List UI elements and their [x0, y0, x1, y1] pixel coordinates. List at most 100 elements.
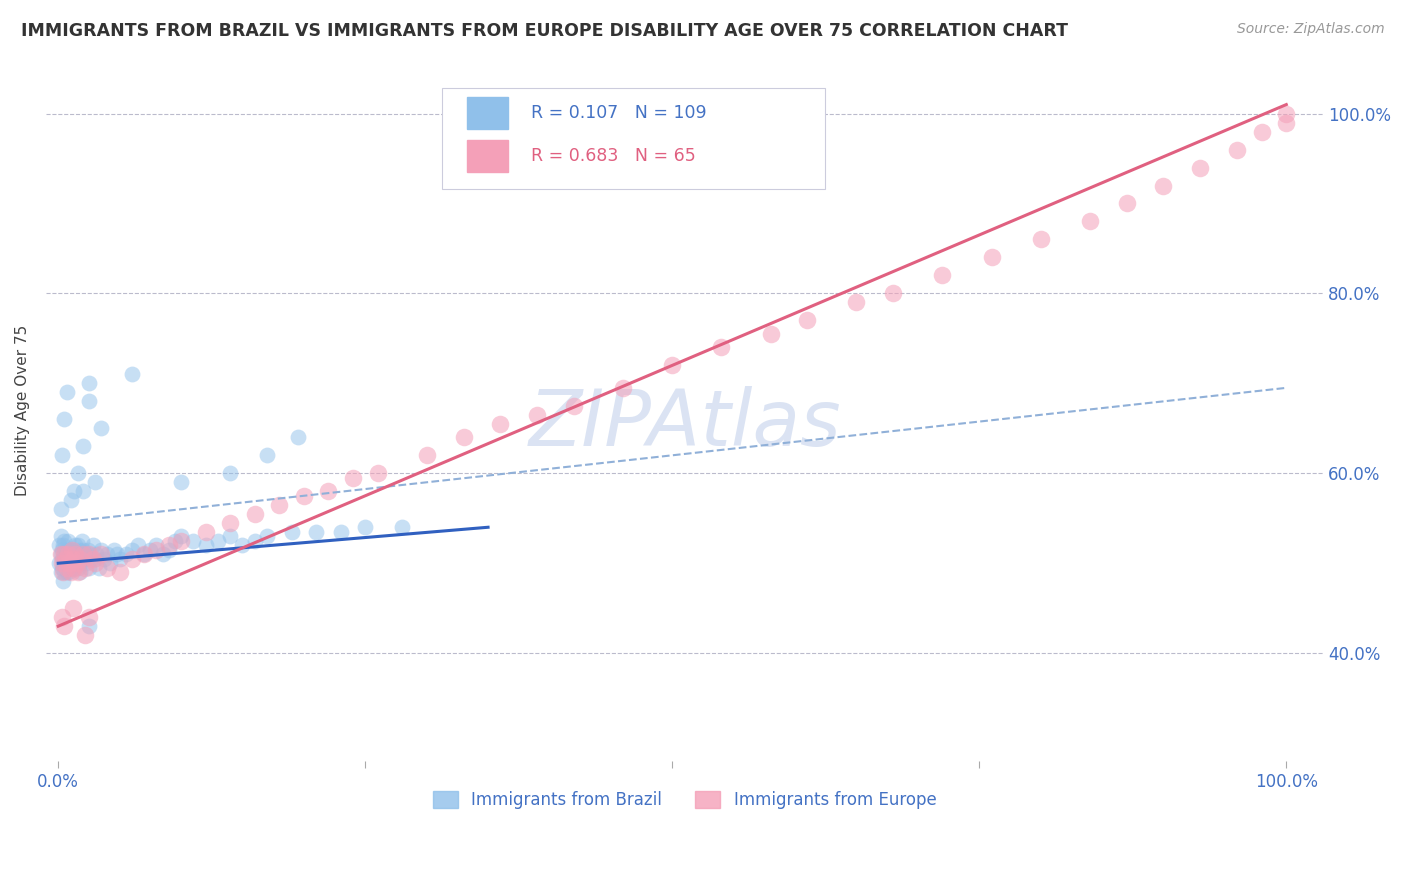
Point	[49, 566, 72, 580]
Point	[67, 551, 90, 566]
Text: ZIPAtlas: ZIPAtlas	[529, 386, 841, 462]
Point	[526, 408, 548, 422]
Point	[139, 542, 162, 557]
Point	[63, 484, 86, 499]
Legend: Immigrants from Brazil, Immigrants from Europe: Immigrants from Brazil, Immigrants from …	[426, 784, 943, 816]
Point	[59, 551, 82, 566]
Point	[114, 547, 136, 561]
Point	[980, 251, 1002, 265]
Point	[354, 520, 377, 534]
Point	[76, 556, 98, 570]
Point	[90, 542, 112, 557]
Point	[931, 268, 953, 283]
Point	[66, 538, 89, 552]
Point	[66, 556, 89, 570]
Point	[796, 313, 818, 327]
Point	[183, 533, 205, 548]
Point	[59, 560, 82, 574]
Point	[56, 547, 79, 561]
Point	[77, 376, 100, 391]
FancyBboxPatch shape	[467, 97, 509, 129]
Point	[66, 556, 89, 570]
Point	[51, 610, 73, 624]
Point	[280, 524, 302, 539]
Point	[121, 542, 143, 557]
Text: R = 0.107   N = 109: R = 0.107 N = 109	[531, 104, 707, 122]
Point	[65, 551, 87, 566]
Point	[58, 566, 80, 580]
Point	[52, 574, 75, 589]
Point	[56, 385, 79, 400]
Point	[163, 533, 186, 548]
Point	[52, 538, 75, 552]
Point	[121, 551, 143, 566]
Point	[63, 560, 86, 574]
Point	[194, 538, 217, 552]
Point	[453, 430, 475, 444]
Point	[66, 467, 89, 481]
Point	[53, 547, 76, 561]
Point	[108, 551, 131, 566]
Point	[121, 368, 143, 382]
Point	[152, 547, 174, 561]
Point	[90, 547, 112, 561]
Point	[145, 542, 167, 557]
FancyBboxPatch shape	[441, 87, 825, 189]
Point	[170, 529, 193, 543]
FancyBboxPatch shape	[467, 140, 509, 171]
Point	[70, 547, 93, 561]
Point	[72, 547, 94, 561]
Point	[108, 566, 131, 580]
Point	[72, 551, 94, 566]
Point	[53, 412, 76, 426]
Point	[60, 556, 83, 570]
Point	[287, 430, 309, 444]
Point	[243, 533, 266, 548]
Point	[59, 542, 82, 557]
Point	[367, 467, 389, 481]
Point	[56, 533, 79, 548]
Point	[55, 560, 77, 574]
Point	[55, 551, 77, 566]
Point	[69, 556, 91, 570]
Point	[243, 507, 266, 521]
Point	[80, 551, 103, 566]
Point	[157, 542, 180, 557]
Text: R = 0.683   N = 65: R = 0.683 N = 65	[531, 147, 696, 165]
Point	[194, 524, 217, 539]
Point	[69, 566, 91, 580]
Point	[49, 502, 72, 516]
Point	[77, 560, 100, 574]
Point	[69, 551, 91, 566]
Point	[305, 524, 328, 539]
Point	[391, 520, 413, 534]
Point	[53, 566, 76, 580]
Point	[48, 556, 70, 570]
Point	[207, 533, 229, 548]
Point	[49, 547, 72, 561]
Point	[58, 547, 80, 561]
Point	[51, 448, 73, 462]
Point	[292, 489, 315, 503]
Point	[170, 533, 193, 548]
Point	[96, 547, 118, 561]
Point	[157, 538, 180, 552]
Point	[72, 542, 94, 557]
Point	[56, 542, 79, 557]
Point	[759, 326, 782, 341]
Point	[134, 547, 156, 561]
Point	[103, 542, 125, 557]
Point	[127, 538, 149, 552]
Point	[1078, 214, 1101, 228]
Point	[96, 560, 118, 574]
Point	[52, 556, 75, 570]
Point	[53, 547, 76, 561]
Point	[256, 448, 278, 462]
Point	[67, 542, 90, 557]
Point	[60, 542, 83, 557]
Point	[76, 542, 98, 557]
Point	[56, 560, 79, 574]
Point	[62, 551, 84, 566]
Point	[86, 547, 108, 561]
Point	[66, 547, 89, 561]
